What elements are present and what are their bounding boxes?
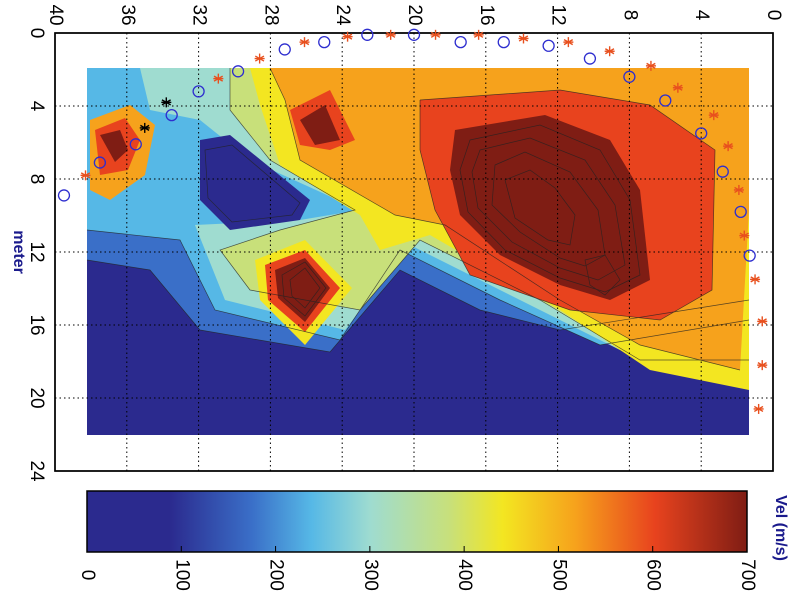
y-tick-labels: 0 4 8 12 16 20 24 [26, 28, 47, 482]
source-marker [583, 52, 597, 65]
receiver-marker [254, 53, 265, 64]
receiver-marker [757, 360, 768, 371]
colorbar-tick-label: 0 [77, 570, 98, 581]
source-markers [57, 28, 756, 262]
colorbar-tick-label: 400 [454, 559, 475, 591]
receiver-marker-black [161, 97, 172, 108]
y-tick-label: 8 [26, 174, 47, 185]
colorbar-tick-label: 500 [548, 559, 569, 591]
receiver-marker [645, 60, 656, 71]
receiver-marker [733, 184, 744, 195]
source-marker [165, 108, 178, 122]
receiver-marker [753, 403, 764, 414]
x-tick-label: 4 [691, 10, 712, 21]
receiver-marker [473, 29, 484, 40]
source-marker [716, 165, 729, 178]
source-marker [743, 249, 756, 262]
source-marker [192, 85, 205, 98]
colorbar-title: Vel (m/s) [772, 495, 789, 561]
source-marker [93, 156, 107, 169]
x-tick-label: 8 [619, 10, 640, 21]
receiver-marker [80, 170, 91, 181]
x-tick-label: 0 [763, 10, 784, 21]
x-tick-label: 12 [548, 4, 569, 25]
source-marker [695, 127, 708, 140]
source-marker [542, 39, 555, 52]
receiver-marker [604, 46, 615, 57]
y-tick-label: 0 [26, 28, 47, 39]
x-tick-label: 28 [260, 4, 281, 25]
receiver-marker [299, 37, 310, 48]
receiver-marker [213, 73, 224, 84]
receiver-marker [708, 110, 719, 121]
receiver-marker [430, 29, 441, 40]
receiver-marker [723, 141, 734, 152]
receiver-markers-orange [80, 29, 768, 414]
y-tick-label: 16 [26, 314, 47, 335]
source-marker [497, 35, 510, 49]
source-marker [318, 35, 331, 49]
plot-frame [54, 32, 774, 472]
source-marker [407, 28, 421, 41]
x-tick-label: 16 [476, 4, 497, 25]
x-tick-label: 20 [404, 4, 425, 25]
source-marker [57, 189, 71, 202]
receiver-marker [757, 316, 768, 327]
receiver-marker [385, 29, 396, 40]
y-tick-label: 12 [26, 241, 47, 262]
source-marker [454, 35, 467, 49]
colorbar-tick-label: 300 [360, 559, 381, 591]
receiver-marker [563, 37, 574, 48]
colorbar-tick-label: 200 [266, 559, 287, 591]
source-marker [231, 65, 245, 78]
receiver-marker [672, 82, 683, 93]
receiver-marker-black [139, 122, 150, 133]
x-tick-label: 36 [117, 4, 138, 25]
colorbar-tick-labels: 0 100 200 300 400 500 600 700 [77, 546, 758, 591]
receiver-markers-black [139, 97, 172, 133]
x-tick-label: 32 [189, 4, 210, 25]
receiver-marker [739, 230, 750, 241]
colorbar [86, 490, 748, 553]
x-tick-label: 40 [45, 4, 66, 25]
source-marker [623, 70, 636, 83]
source-marker [734, 205, 747, 219]
receiver-marker [342, 31, 353, 42]
source-marker [278, 43, 291, 56]
y-axis-title: meter [10, 230, 27, 274]
y-tick-label: 4 [26, 101, 47, 112]
x-tick-label: 24 [332, 4, 353, 26]
source-marker [361, 28, 374, 41]
source-marker [129, 138, 142, 151]
receiver-marker [518, 33, 529, 44]
y-tick-label: 24 [26, 460, 47, 482]
colorbar-tick-label: 100 [171, 559, 192, 591]
colorbar-tick-label: 700 [737, 559, 758, 591]
x-tick-labels: 40 36 32 28 24 20 16 12 8 4 0 [45, 4, 784, 26]
receiver-marker [750, 274, 761, 285]
y-tick-label: 20 [26, 387, 47, 408]
colorbar-tick-label: 600 [643, 559, 664, 591]
source-marker [659, 94, 672, 107]
